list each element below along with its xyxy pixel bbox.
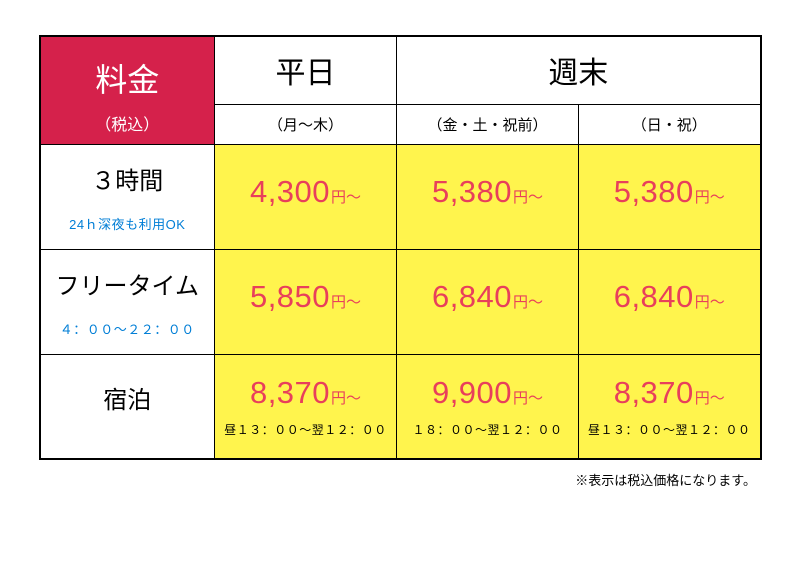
- row-title: ３時間: [45, 161, 211, 196]
- header-weekend-title: 週末: [397, 36, 761, 104]
- price-suffix: 円～: [331, 294, 361, 311]
- price-cell-0-0: 4,300円～: [215, 144, 397, 249]
- row-title: 宿泊: [45, 380, 211, 415]
- price-suffix: 円～: [695, 294, 725, 311]
- price-suffix: 円～: [695, 189, 725, 206]
- table-row: フリータイム ４：００～２２：００ 5,850円～ 6,840円～ 6,840円…: [40, 249, 761, 354]
- price-cell-0-1: 5,380円～: [397, 144, 579, 249]
- price-cell-2-2: 8,370円～ 昼１３：００～翌１２：００: [579, 354, 761, 459]
- row-title: フリータイム: [45, 266, 211, 301]
- row-label-2: 宿泊: [40, 354, 215, 459]
- price-suffix: 円～: [331, 189, 361, 206]
- header-weekday-title: 平日: [215, 36, 397, 104]
- price-value: 5,850: [250, 279, 330, 314]
- row-label-0: ３時間 24ｈ深夜も利用OK: [40, 144, 215, 249]
- row-label-1: フリータイム ４：００～２２：００: [40, 249, 215, 354]
- price-cell-2-1: 9,900円～ １８：００～翌１２：００: [397, 354, 579, 459]
- price-note: １８：００～翌１２：００: [403, 421, 572, 438]
- price-suffix: 円～: [331, 390, 361, 407]
- price-cell-0-2: 5,380円～: [579, 144, 761, 249]
- header-weekday-sub: （月～木）: [215, 104, 397, 144]
- row-sub: 24ｈ深夜も利用OK: [45, 214, 211, 233]
- price-value: 8,370: [250, 375, 330, 410]
- header-weekend-sub2: （日・祝）: [579, 104, 761, 144]
- price-value: 5,380: [432, 174, 512, 209]
- header-corner-title: 料金: [41, 45, 215, 101]
- table-row: 宿泊 8,370円～ 昼１３：００～翌１２：００ 9,900円～ １８：００～翌…: [40, 354, 761, 459]
- header-corner-cell: 料金 （税込）: [40, 36, 215, 144]
- price-cell-1-2: 6,840円～: [579, 249, 761, 354]
- price-note: 昼１３：００～翌１２：００: [585, 421, 754, 438]
- row-sub: ４：００～２２：００: [45, 319, 211, 338]
- footer-note: ※表示は税込価格になります。: [40, 470, 760, 489]
- price-suffix: 円～: [513, 390, 543, 407]
- price-value: 8,370: [614, 375, 694, 410]
- price-value: 6,840: [432, 279, 512, 314]
- price-cell-1-1: 6,840円～: [397, 249, 579, 354]
- price-value: 6,840: [614, 279, 694, 314]
- price-table: 料金 （税込） 平日 週末 （月～木） （金・土・祝前） （日・祝） ３時間 2…: [39, 35, 762, 460]
- price-value: 9,900: [432, 375, 512, 410]
- header-weekend-sub1: （金・土・祝前）: [397, 104, 579, 144]
- price-value: 5,380: [614, 174, 694, 209]
- header-corner-sub: （税込）: [41, 101, 215, 135]
- price-suffix: 円～: [695, 390, 725, 407]
- price-suffix: 円～: [513, 189, 543, 206]
- price-cell-1-0: 5,850円～: [215, 249, 397, 354]
- price-value: 4,300: [250, 174, 330, 209]
- table-row: ３時間 24ｈ深夜も利用OK 4,300円～ 5,380円～ 5,380円～: [40, 144, 761, 249]
- price-suffix: 円～: [513, 294, 543, 311]
- price-note: 昼１３：００～翌１２：００: [221, 421, 390, 438]
- price-cell-2-0: 8,370円～ 昼１３：００～翌１２：００: [215, 354, 397, 459]
